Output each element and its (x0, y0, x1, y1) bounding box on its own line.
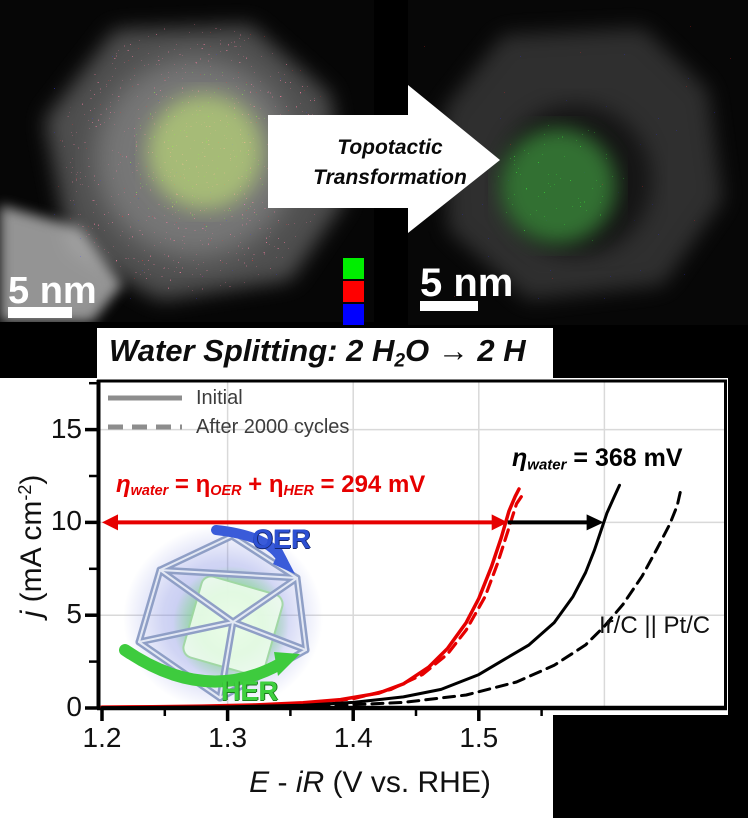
scale-bar-label-right: 5 nm (420, 261, 513, 305)
x-axis-title: E - iR (V vs. RHE) (249, 766, 491, 799)
y-tick-label: 15 (50, 412, 82, 444)
legend-entry-after-cycles: After 2000 cycles (196, 416, 350, 438)
support-rock (0, 205, 122, 322)
scale-bar-left (8, 307, 72, 318)
y-tick-label: 10 (50, 505, 82, 537)
eds-swatch-blue (343, 304, 364, 325)
y-tick-label: 5 (66, 598, 82, 630)
x-tick-label: 1.5 (459, 722, 499, 753)
legend-entry-initial: Initial (196, 387, 243, 409)
x-tick-label: 1.2 (82, 722, 122, 753)
scale-bar-label-left: 5 nm (8, 270, 97, 312)
plot-background (0, 378, 728, 715)
x-tick-label: 1.3 (208, 722, 248, 753)
transformation-label-line2: Transformation (313, 166, 467, 189)
scale-bar-right (420, 301, 478, 311)
figure-title: Water Splitting: 2 H2O → 2 H (109, 333, 526, 372)
topotactic-transformation-arrow: Topotactic Transformation (268, 85, 500, 233)
transformation-label-line1: Topotactic (337, 136, 443, 159)
tem-eds-map-after: 5 nm (408, 0, 748, 325)
eds-swatch-green (343, 258, 364, 279)
eds-swatch-red (343, 281, 364, 302)
tem-eds-map-before: 5 nm (0, 0, 374, 322)
title-band: Water Splitting: 2 H2O → 2 H (97, 328, 553, 378)
annotation-eta-water-368: ηwater = 368 mV (512, 444, 683, 474)
green-speckle-layer (123, 70, 287, 234)
y-tick-label: 0 (66, 691, 82, 722)
axis-label-strip (0, 715, 553, 818)
eds-color-key (343, 258, 364, 327)
her-label: HER (221, 676, 279, 706)
annotation-eta-water-294: ηwater = ηOER + ηHER = 294 mV (116, 471, 426, 500)
oer-label: OER (252, 524, 311, 554)
block-arrow-shape (268, 85, 500, 233)
x-tick-label: 1.4 (333, 722, 373, 753)
catalyst-label: Ir/C || Pt/C (599, 612, 711, 639)
polarization-chart (85, 379, 727, 721)
